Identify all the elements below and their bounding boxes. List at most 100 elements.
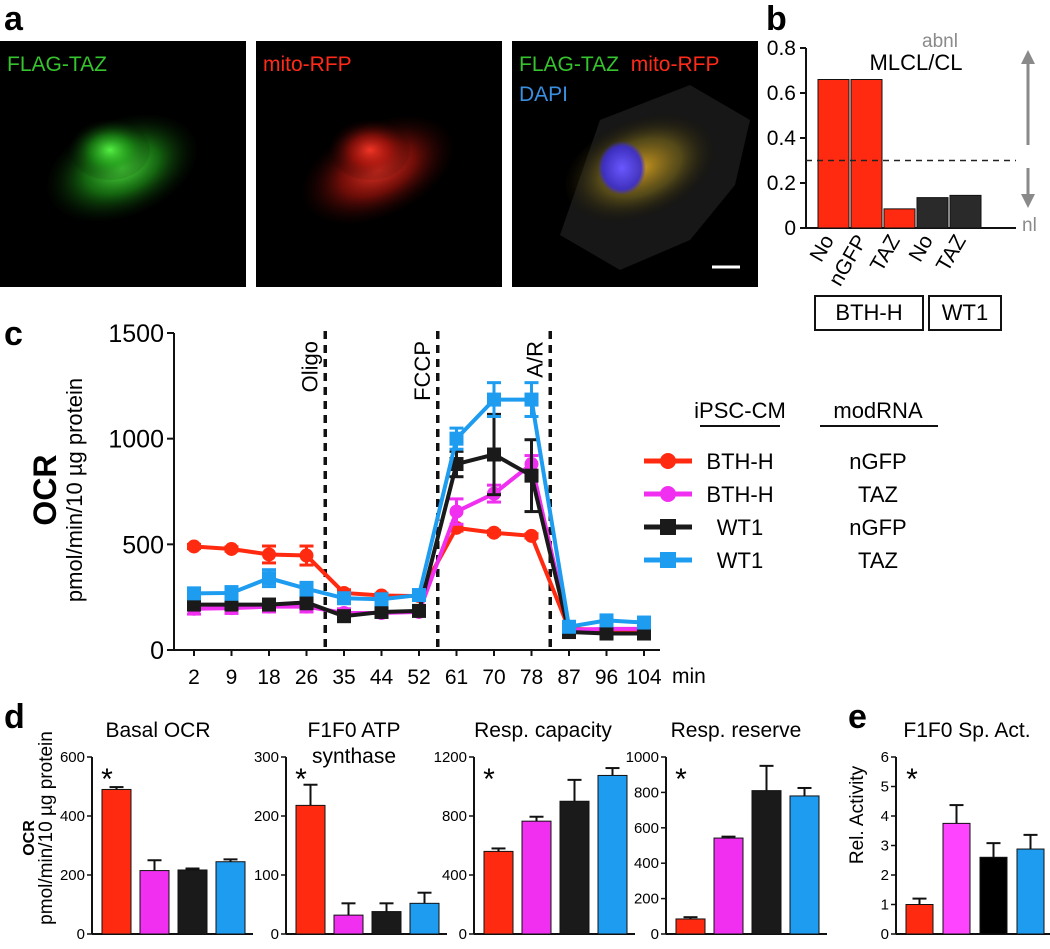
d3-title: Resp. capacity (474, 719, 612, 742)
c-point (637, 626, 651, 641)
b-ytick-label: 0.8 (767, 37, 796, 60)
d3-ytick-label: 0 (459, 926, 467, 943)
c-xtick-label: 18 (257, 666, 280, 689)
c-series-line (456, 452, 571, 633)
c-point (299, 548, 314, 563)
e1-bar (1016, 848, 1045, 935)
c-ytick-label: 0 (150, 637, 164, 665)
legend-marker (660, 453, 676, 469)
d4-ytick-label: 0 (651, 926, 659, 943)
chart-e1: 0 1 2 3 4 5 6 F1F0 Sp. Act. * (881, 719, 1050, 943)
micrograph-mito-rfp: mito-RFP (256, 41, 502, 287)
group-label-wt1: WT1 (942, 300, 988, 325)
legend-label-modrna: nGFP (849, 515, 906, 540)
d4-ytick-label: 600 (634, 820, 659, 837)
c-series-line (343, 438, 459, 602)
b-ytick-label: 0.4 (767, 127, 797, 150)
arrow-label-nl: nl (1022, 215, 1037, 236)
c-xtick-label: 26 (295, 666, 318, 689)
legend-label-modrna: nGFP (849, 449, 906, 474)
c-point (487, 525, 501, 540)
legend-marker (660, 552, 676, 568)
group-box-wt1 (928, 295, 1002, 331)
b-ytick-label: 0.6 (767, 82, 796, 105)
caption-merge-flag-taz: FLAG-TAZ (519, 53, 619, 76)
c-point (187, 539, 201, 554)
d2-bar (333, 914, 364, 935)
c-point (337, 591, 351, 606)
e1-ytick-label: 6 (881, 749, 889, 766)
arrow-label-abnl: abnl (922, 31, 958, 52)
d2-bar (371, 911, 402, 935)
b-xtick-label: TAZ (866, 231, 905, 276)
chart-e: 0 1 2 3 4 5 6 F1F0 Sp. Act. * (881, 719, 1050, 943)
group-box-bth-h (814, 295, 924, 331)
d1-bar (139, 870, 170, 935)
d4-ytick-label: 800 (634, 784, 659, 801)
d2-ytick-label: 100 (254, 867, 279, 884)
e1-bar (942, 822, 971, 935)
chart-d3: 0 400 800 1200 Resp. capacity * (434, 719, 635, 943)
c-xtick-label: 96 (595, 666, 618, 689)
d1-ytick-label: 400 (60, 808, 85, 825)
e1-ytick-label: 5 (881, 779, 889, 796)
c-point (262, 571, 276, 586)
chart-c: 0 500 1000 1500 2 9 18 26 35 44 52 61 70 78 87 96 104 Oli… (108, 320, 661, 689)
c-xtick-label: 52 (407, 666, 430, 689)
micrograph-merge: FLAG-TAZ mito-RFP DAPI (512, 41, 758, 287)
c-point (637, 615, 651, 630)
legend-label-line: BTH-H (706, 449, 773, 474)
d2-bar (409, 902, 440, 935)
d4-bar (675, 918, 706, 935)
c-point (599, 626, 614, 641)
legend-c: iPSC-CM modRNA BTH-H nGFP BTH-H TAZ WT1 nGFP W… (644, 398, 938, 573)
c-point (224, 541, 239, 556)
e1-ytick-label: 2 (881, 867, 889, 884)
d3-ytick-label: 1200 (434, 749, 467, 766)
c-series-line (455, 397, 571, 628)
c-point (524, 468, 539, 483)
e1-significance: * (906, 763, 918, 796)
panel-label-d: d (4, 698, 25, 736)
c-point (299, 595, 314, 610)
c-point (187, 586, 201, 601)
c-point (262, 547, 276, 562)
d2-ytick-label: 300 (254, 749, 279, 766)
c-series-line (343, 463, 459, 619)
c-ylabel-unit: pmol/min/10 µg protein (62, 378, 87, 602)
d2-significance: * (295, 763, 307, 796)
b-xtick-label: TAZ (932, 231, 971, 276)
d4-title: Resp. reserve (671, 719, 802, 742)
d2-bar (295, 804, 326, 935)
arrow-nl-icon (1021, 168, 1035, 208)
b-bar (817, 79, 850, 229)
c-ytick-label: 500 (122, 531, 164, 559)
legend-marker (660, 519, 676, 535)
legend-label-line: WT1 (717, 548, 763, 573)
e-ylabel: Rel. Activity (847, 765, 868, 864)
d2-title: synthase (312, 745, 396, 768)
caption-mito-rfp: mito-RFP (263, 53, 352, 76)
svg-text:FLAG-TAZ mito-RFP: FLAG-TAZ mito-RFP (519, 53, 719, 76)
legend-header-ipsc: iPSC-CM (694, 398, 786, 423)
caption-merge-dapi: DAPI (519, 83, 568, 106)
d-ylabel-ocr: OCR (21, 820, 38, 856)
d2-ytick-label: 0 (271, 926, 279, 943)
c-series (187, 520, 651, 637)
panel-label-b: b (766, 0, 787, 38)
e1-ytick-label: 0 (881, 926, 889, 943)
legend-label-line: BTH-H (706, 482, 773, 507)
legend-marker (660, 486, 676, 502)
c-xtick-label: 104 (626, 666, 661, 689)
d1-bar (215, 861, 246, 935)
d3-bar (483, 850, 514, 935)
d3-bar (597, 774, 628, 935)
c-event-label: FCCP (410, 341, 435, 401)
d4-bar (751, 790, 782, 935)
legend-label-line: WT1 (717, 515, 763, 540)
b-bar (850, 79, 883, 229)
c-point (524, 392, 539, 407)
b-bar (949, 194, 982, 229)
d1-significance: * (101, 763, 113, 796)
